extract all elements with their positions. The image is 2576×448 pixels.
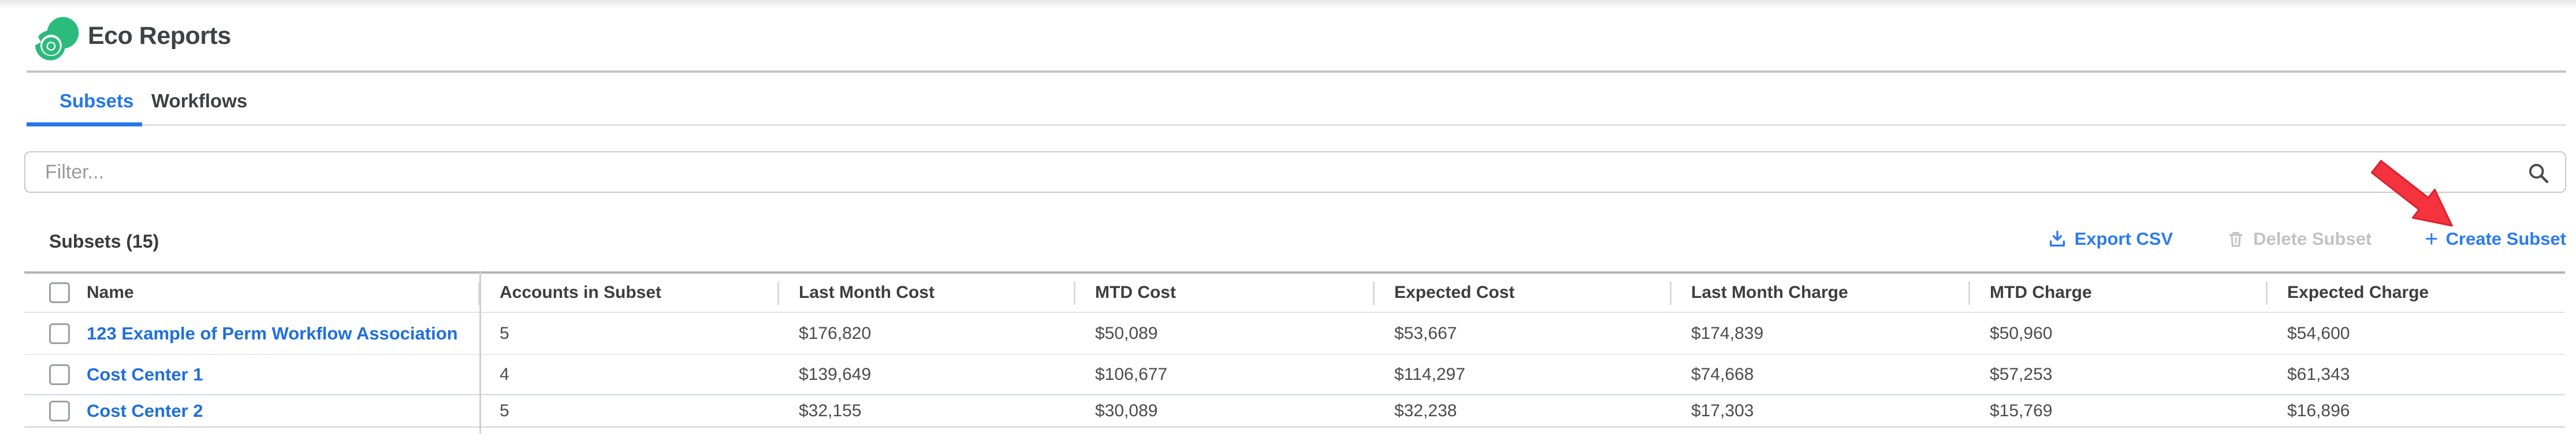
cell-mtd-cost: $30,089 (1095, 401, 1158, 420)
tab-workflows[interactable]: Workflows (151, 90, 248, 111)
column-header-expected-cost: Expected Cost (1394, 283, 1515, 302)
page-title: Eco Reports (88, 22, 231, 50)
tab-subsets[interactable]: Subsets (59, 90, 134, 111)
delete-subset-button[interactable]: Delete Subset (2226, 229, 2372, 249)
table-row: Cost Center 1 4 $139,649 $106,677 $114,2… (24, 355, 2565, 395)
cell-name: Cost Center 2 (24, 395, 479, 426)
create-subset-button[interactable]: + Create Subset (2425, 226, 2566, 252)
filter-input[interactable] (25, 152, 2565, 192)
cell-mtd-cost: $106,677 (1095, 364, 1168, 384)
cell-expected-charge: $54,600 (2287, 323, 2350, 343)
cell-expected-cost: $32,238 (1394, 401, 1457, 420)
cell-expected-cost: $114,297 (1394, 364, 1465, 384)
column-header-expected-charge: Expected Charge (2287, 283, 2429, 302)
active-tab-underline (27, 122, 142, 126)
header-divider (27, 70, 2566, 73)
table-actions: Export CSV Delete Subset + Create Subset (2048, 226, 2566, 252)
header-cell-mtd-cost: MTD Cost (1074, 274, 1374, 312)
column-header-accounts: Accounts in Subset (500, 283, 662, 302)
table-header-row: Name Accounts in Subset Last Month Cost … (24, 274, 2565, 313)
row-checkbox[interactable] (49, 323, 70, 344)
column-header-last-month-cost: Last Month Cost (799, 283, 935, 302)
header-cell-last-month-cost: Last Month Cost (777, 274, 1075, 312)
cell-mtd-charge: $15,769 (1990, 401, 2053, 420)
column-header-name: Name (87, 283, 134, 302)
header-cell-name: Name (24, 274, 479, 312)
cell-accounts: 4 (500, 364, 509, 384)
row-checkbox[interactable] (49, 400, 70, 421)
cell-mtd-charge: $57,253 (1990, 364, 2053, 384)
column-header-mtd-cost: MTD Cost (1095, 283, 1176, 302)
header-cell-last-month-charge: Last Month Charge (1670, 274, 1970, 312)
header-cell-expected-charge: Expected Charge (2266, 274, 2565, 312)
export-csv-button[interactable]: Export CSV (2048, 229, 2173, 249)
cell-mtd-cost: $50,089 (1095, 323, 1158, 343)
name-column-divider (479, 271, 481, 434)
header-cell-expected-cost: Expected Cost (1373, 274, 1671, 312)
table-top-border (24, 271, 2565, 274)
header-cell-mtd-charge: MTD Charge (1968, 274, 2267, 312)
top-window-strip (0, 0, 2576, 8)
cell-name: 123 Example of Perm Workflow Association (24, 313, 479, 354)
search-icon[interactable] (2527, 162, 2550, 185)
export-csv-label: Export CSV (2074, 229, 2173, 249)
trash-icon (2229, 232, 2243, 247)
table-row: 123 Example of Perm Workflow Association… (24, 313, 2565, 355)
subsets-table: Name Accounts in Subset Last Month Cost … (24, 271, 2565, 434)
subset-name-link[interactable]: Cost Center 2 (87, 400, 203, 421)
select-all-checkbox[interactable] (49, 282, 70, 303)
subset-name-link[interactable]: 123 Example of Perm Workflow Association (87, 323, 458, 344)
subsets-count-heading: Subsets (15) (49, 231, 159, 252)
cell-mtd-charge: $50,960 (1990, 323, 2053, 343)
cell-last-month-charge: $174,839 (1691, 323, 1764, 343)
row-checkbox[interactable] (49, 364, 70, 385)
cell-last-month-charge: $74,668 (1691, 364, 1754, 384)
create-subset-label: Create Subset (2445, 229, 2566, 249)
table-row: Cost Center 2 5 $32,155 $30,089 $32,238 … (24, 395, 2565, 428)
cell-last-month-charge: $17,303 (1691, 401, 1754, 420)
column-header-last-month-charge: Last Month Charge (1691, 283, 1848, 302)
filter-box (24, 151, 2566, 193)
header-cell-accounts: Accounts in Subset (478, 274, 779, 312)
eco-logo-icon (32, 17, 79, 61)
subset-name-link[interactable]: Cost Center 1 (87, 364, 203, 384)
cell-last-month-cost: $32,155 (799, 401, 862, 420)
cell-accounts: 5 (500, 401, 509, 420)
delete-subset-label: Delete Subset (2253, 229, 2372, 249)
cell-expected-charge: $61,343 (2287, 364, 2350, 384)
cell-expected-cost: $53,667 (1394, 323, 1457, 343)
cell-last-month-cost: $139,649 (799, 364, 872, 384)
plus-icon: + (2425, 226, 2439, 252)
cell-last-month-cost: $176,820 (799, 323, 872, 343)
cell-accounts: 5 (500, 323, 509, 343)
column-header-mtd-charge: MTD Charge (1990, 283, 2092, 302)
cell-expected-charge: $16,896 (2287, 401, 2350, 420)
cell-name: Cost Center 1 (24, 355, 479, 394)
tabbar-divider (27, 124, 2566, 126)
download-icon (2049, 230, 2065, 247)
